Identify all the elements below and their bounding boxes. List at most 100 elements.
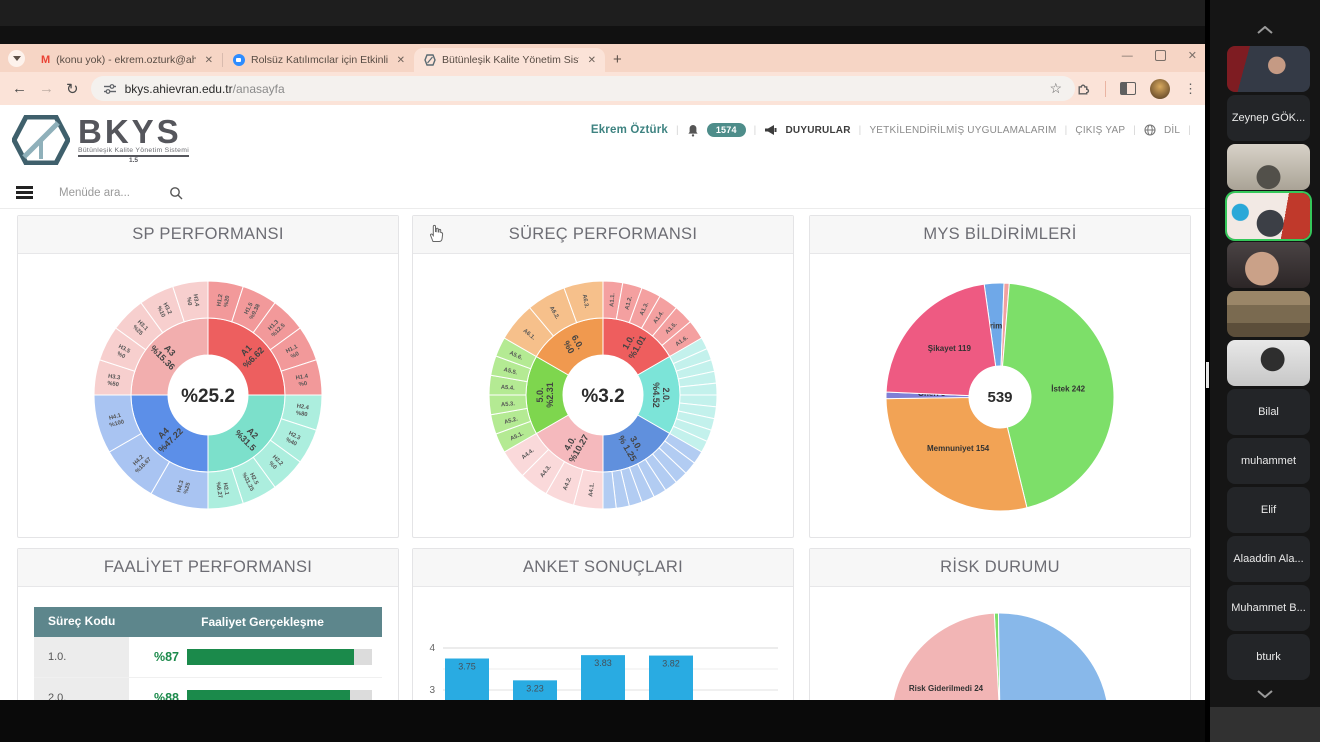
bookmark-star-icon[interactable]: ☆ [1049,80,1062,96]
panel-mys-bildirimleri: MYS BİLDİRİMLERİ Bir Fikrim Var 15 İstek … [809,215,1191,538]
bell-icon[interactable] [687,124,699,137]
profile-avatar[interactable] [1150,78,1170,99]
participant-name-tile[interactable]: bturk [1227,634,1310,680]
bar-value-label: 3.23 [526,683,544,693]
participant-video-tile[interactable] [1227,291,1310,337]
zoom-icon [233,54,245,66]
mouse-cursor [426,222,444,248]
y-axis-tick: 3 [429,685,435,696]
nav-separator: | [1064,124,1068,136]
pie-slice[interactable] [891,612,1000,700]
browser-menu-icon[interactable]: ⋮ [1184,80,1197,96]
bkys-logo[interactable]: BKYS Bütünleşik Kalite Yönetim Sistemi 1… [12,115,190,165]
pie-slice[interactable] [997,612,1109,700]
participant-name-tile[interactable]: Elif [1227,487,1310,533]
segment-label: H2.1%6.27 [214,480,229,498]
logo-version: 1.5 [128,156,139,164]
bar[interactable] [581,655,625,700]
reload-button[interactable]: ↻ [66,80,79,98]
risk-status-pie-chart: Risk Giderilmedi 24 [810,587,1190,700]
user-name[interactable]: Ekrem Öztürk [590,124,669,136]
menu-bar: Menüde ara... [0,177,1205,209]
browser-window: M (konu yok) - ekrem.ozturk@ahi ✕ Rolsüz… [0,44,1205,700]
back-button[interactable]: ← [12,80,27,97]
participant-name-tile[interactable]: Muhammet B... [1227,585,1310,631]
tab-title: Bütünleşik Kalite Yönetim Sister [442,54,579,66]
scroll-down-chevron-icon[interactable] [1257,690,1273,698]
participant-video-tile-active[interactable] [1227,193,1310,239]
logo-text: BKYS Bütünleşik Kalite Yönetim Sistemi 1… [78,115,190,164]
browser-tab-gmail[interactable]: M (konu yok) - ekrem.ozturk@ahi ✕ [31,48,222,72]
minimize-button[interactable]: — [1121,49,1133,62]
site-settings-icon[interactable] [103,82,117,96]
hamburger-menu-icon[interactable] [16,183,33,201]
tab-separator [222,53,223,67]
close-button[interactable]: ✕ [1187,50,1197,62]
progress-fill [187,689,350,700]
pie-svg: Risk Giderilmedi 24 [891,612,1109,700]
panel-sp-performansi: SP PERFORMANSI H1.2%20 H1.5%9.38 H1.3%12.5… [17,215,399,538]
forward-button[interactable]: → [39,80,54,97]
tab-close-icon[interactable]: ✕ [204,54,213,66]
scrollbar-thumb[interactable] [1206,362,1209,388]
center-value: %25.2 [181,386,235,407]
panel-surec-performansi: SÜREÇ PERFORMANSI A1.1. A1.2. A1.3. A1.4. A1… [412,215,794,538]
menu-search-input[interactable]: Menüde ara... [59,186,130,199]
browser-tab-bkys-active[interactable]: Bütünleşik Kalite Yönetim Sister ✕ [414,48,605,72]
segment-label: A1.1. [609,292,616,307]
extensions-icon[interactable] [1076,81,1091,96]
bar[interactable] [513,680,557,700]
progress-fill [187,648,354,665]
outer-ring-segment[interactable] [172,280,209,323]
bkys-page: BKYS Bütünleşik Kalite Yönetim Sistemi 1… [0,105,1205,700]
segment-label: A5.5. [503,367,518,376]
slice-label: Bir Fikrim Var 15 [965,322,1029,331]
bkys-logo-mark [12,115,70,165]
bar[interactable] [649,655,693,700]
participant-name-tile[interactable]: Alaaddin Ala... [1227,536,1310,582]
pie-slice[interactable] [885,396,1028,512]
window-controls: — ✕ [1121,49,1197,63]
new-tab-button[interactable]: + [613,51,622,68]
scroll-up-chevron-icon[interactable] [1257,26,1273,34]
segment-label: A6.3. [581,294,589,309]
notification-badge[interactable]: 1574 [706,123,746,137]
segment-label: H1.1%0 [285,344,303,361]
url-text: bkys.ahievran.edu.tr/anasayfa [124,81,285,96]
tab-close-icon[interactable]: ✕ [587,54,596,66]
percentage-value: %87 [153,649,179,664]
tab-search-button[interactable] [8,50,25,67]
participant-name-tile[interactable]: Bilal [1227,389,1310,435]
search-icon[interactable] [169,186,183,200]
segment-label: A5.4. [501,385,516,392]
tab-close-icon[interactable]: ✕ [396,54,405,66]
participant-name-tile[interactable]: muhammet [1227,438,1310,484]
participant-name-tile[interactable]: Zeynep GÖK... [1227,95,1310,141]
nav-item-language[interactable]: DİL [1164,124,1181,136]
restore-button[interactable] [1154,50,1166,61]
segment-label: A5.6. [508,350,523,361]
panel-title: FAALİYET PERFORMANSI [18,549,398,587]
letterbox-top [0,0,1205,44]
participant-video-tile[interactable] [1227,340,1310,386]
letterbox-bottom [0,700,1205,742]
browser-tab-zoom[interactable]: Rolsüz Katılımcılar için Etkinlik S ✕ [223,48,414,72]
participant-video-tile[interactable] [1227,46,1310,92]
bar[interactable] [445,658,489,701]
slice-label: Şikayet 119 [928,344,972,353]
tab-title: (konu yok) - ekrem.ozturk@ahi [56,54,196,66]
y-axis-tick: 4 [429,643,435,654]
url-bar[interactable]: bkys.ahievran.edu.tr/anasayfa [90,76,1075,101]
participant-video-tile[interactable] [1227,144,1310,190]
segment-label: H3.3%50 [106,374,121,389]
nav-item-authorized-apps[interactable]: YETKİLENDİRİLMİŞ UYGULAMALARIM [869,124,1057,136]
segment-label: H3.4%0 [185,294,200,309]
tab-title: Rolsüz Katılımcılar için Etkinlik S [251,54,388,66]
participant-tiles: Zeynep GÖK... Bilal muhammet Elif Alaaddin A… [1227,46,1310,680]
nav-item-logout[interactable]: ÇIKIŞ YAP [1075,124,1126,136]
nav-item-announcements[interactable]: DUYURULAR [785,124,851,136]
side-panel-icon[interactable] [1120,82,1136,95]
participant-video-tile[interactable] [1227,242,1310,288]
slice-label: Memnuniyet 154 [927,444,990,453]
outer-ring-segment[interactable] [563,280,604,324]
